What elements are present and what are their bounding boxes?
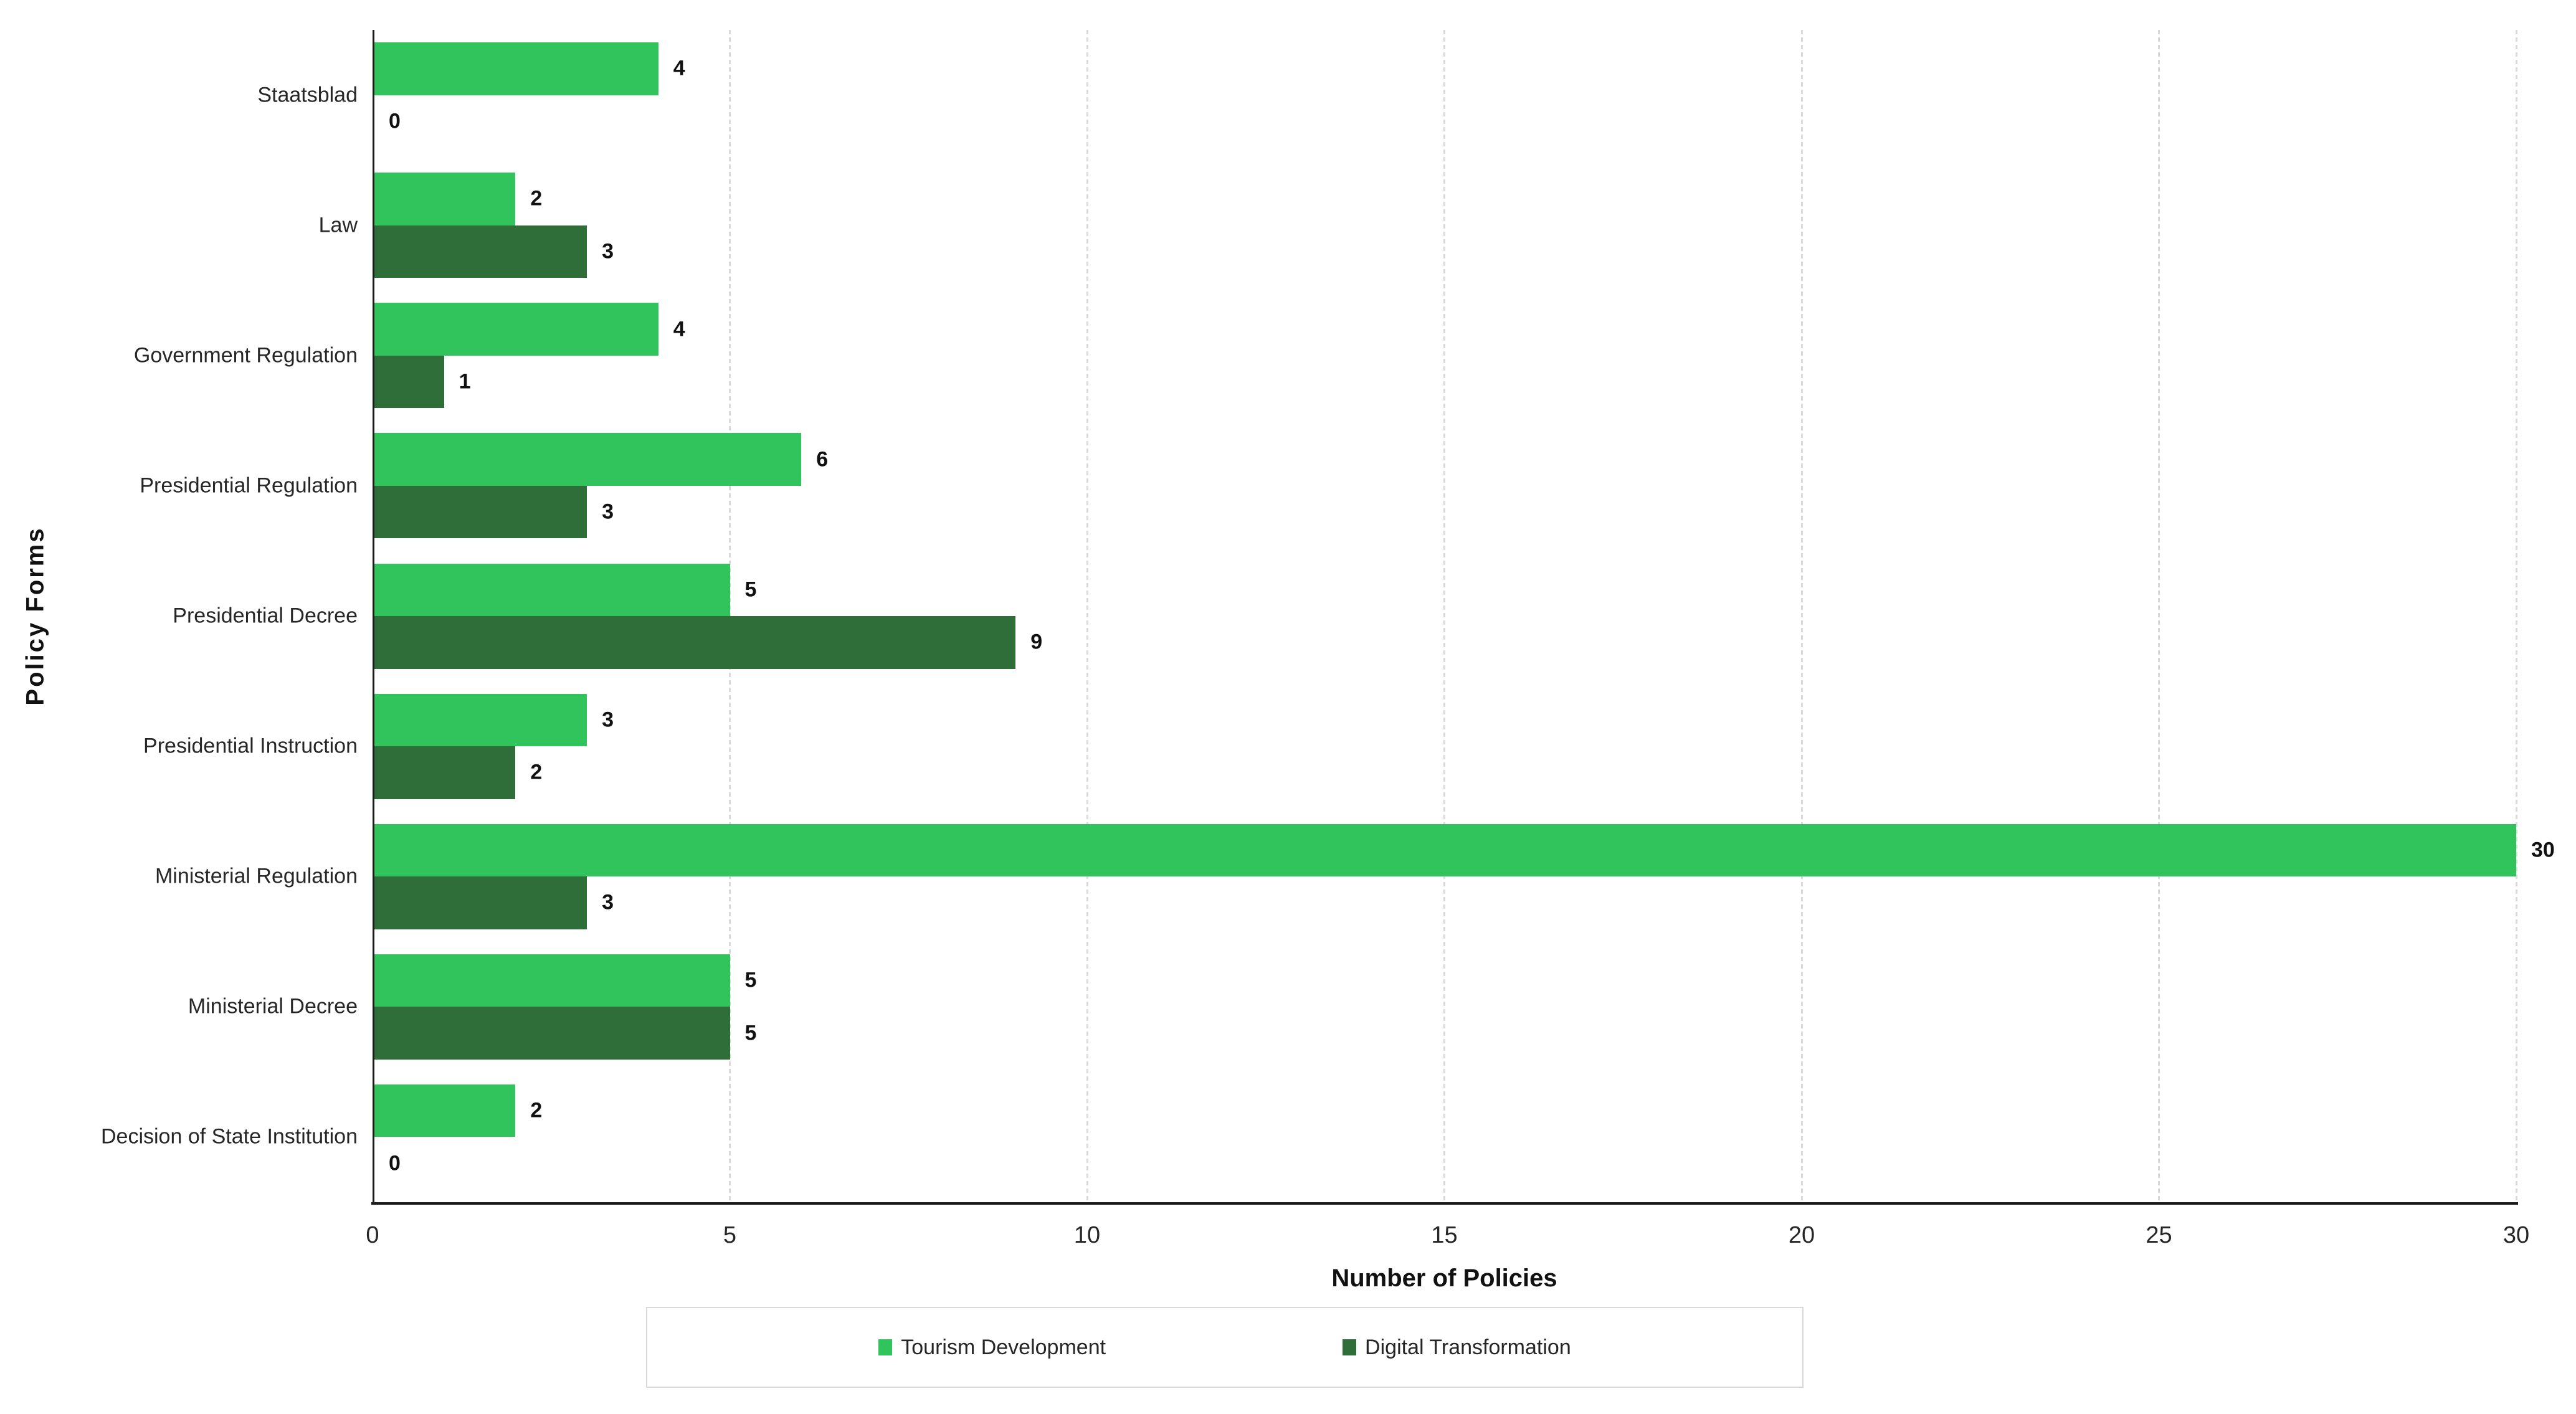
category-label: Presidential Instruction	[143, 734, 358, 758]
value-label: 2	[530, 760, 543, 784]
bar-digital-transformation	[373, 616, 1016, 669]
bar-tourism-development	[373, 693, 587, 747]
bar-tourism-development	[373, 173, 516, 225]
value-label: 2	[530, 186, 543, 211]
x-tick-label: 5	[723, 1222, 737, 1248]
value-label: 1	[459, 369, 471, 394]
legend-item: Digital Transformation	[1343, 1336, 1571, 1360]
value-label: 9	[1030, 630, 1043, 654]
bar-digital-transformation	[373, 876, 587, 929]
value-label: 0	[389, 1151, 401, 1175]
bar-tourism-development	[373, 823, 2516, 877]
bar-tourism-development	[373, 954, 730, 1007]
value-label: 2	[530, 1098, 543, 1122]
bar-tourism-development	[373, 42, 658, 95]
value-label: 0	[389, 109, 401, 133]
value-label: 4	[673, 56, 685, 80]
legend-swatch-tourism-development	[878, 1339, 893, 1355]
bar-tourism-development	[373, 1084, 516, 1137]
bar-digital-transformation	[373, 355, 444, 409]
bar-tourism-development	[373, 303, 658, 356]
value-label: 6	[816, 447, 829, 472]
bar-tourism-development	[373, 563, 730, 616]
plot-area: 4 2 4 6 5 3 30 5 2 0 3 1 3 9 2 3 5 0	[373, 30, 2555, 1202]
y-axis-line	[373, 30, 374, 1204]
category-label: Decision of State Institution	[100, 1124, 358, 1149]
bar-tourism-development	[373, 433, 802, 486]
category-label: Ministerial Decree	[188, 994, 358, 1018]
category-axis: Staatsblad Law Government Regulation Presid…	[0, 30, 358, 1202]
legend-swatch-digital-transformation	[1343, 1339, 1357, 1355]
gridline	[1800, 30, 1803, 1202]
value-label: 5	[744, 1021, 757, 1045]
gridline	[1086, 30, 1088, 1202]
category-label: Government Regulation	[133, 343, 358, 368]
gridline	[1443, 30, 1445, 1202]
legend-item: Tourism Development	[878, 1336, 1106, 1360]
bar-digital-transformation	[373, 746, 516, 799]
x-axis-ticks: 0 5 10 15 20 25 30	[366, 1222, 2529, 1252]
x-tick-label: 10	[1073, 1222, 1101, 1248]
gridline	[2158, 30, 2160, 1202]
value-label: 5	[744, 968, 757, 992]
category-label: Presidential Regulation	[140, 473, 358, 498]
value-label: 3	[602, 708, 614, 732]
x-tick-label: 20	[1788, 1222, 1815, 1248]
category-label: Law	[318, 213, 358, 237]
x-axis-line	[371, 1202, 2518, 1205]
legend: Tourism Development Digital Transformatio…	[646, 1307, 1804, 1388]
value-label: 4	[673, 317, 685, 341]
value-label: 3	[602, 890, 614, 914]
gridline	[2515, 30, 2517, 1202]
category-label: Presidential Decree	[173, 604, 358, 628]
value-label: 5	[744, 577, 757, 602]
x-tick-label: 15	[1431, 1222, 1458, 1248]
x-tick-label: 30	[2502, 1222, 2530, 1248]
x-tick-label: 25	[2146, 1222, 2172, 1248]
bar-digital-transformation	[373, 225, 587, 278]
category-label: Staatsblad	[257, 83, 358, 107]
x-tick-label: 0	[366, 1222, 379, 1248]
x-axis-title: Number of Policies	[1331, 1265, 1557, 1292]
bar-digital-transformation	[373, 1007, 730, 1060]
value-label: 3	[602, 500, 614, 524]
bar-digital-transformation	[373, 485, 587, 539]
legend-label: Tourism Development	[901, 1335, 1106, 1359]
legend-label: Digital Transformation	[1365, 1335, 1571, 1359]
category-label: Ministerial Regulation	[154, 864, 358, 888]
value-label: 3	[602, 239, 614, 263]
value-label: 30	[2531, 838, 2555, 862]
